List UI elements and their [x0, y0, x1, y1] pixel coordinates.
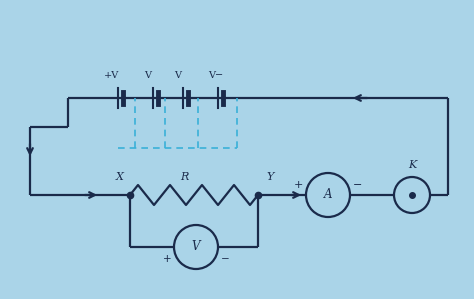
Text: +: + — [163, 254, 171, 264]
Text: A: A — [324, 188, 332, 202]
Text: +V: +V — [104, 71, 119, 80]
Text: V: V — [174, 71, 182, 80]
Text: −: − — [353, 180, 363, 190]
Text: K: K — [408, 160, 416, 170]
Text: X: X — [116, 172, 124, 182]
Text: V−: V− — [209, 71, 224, 80]
Text: −: − — [220, 254, 229, 264]
Text: R: R — [180, 172, 188, 182]
Text: Y: Y — [266, 172, 273, 182]
Text: V: V — [192, 240, 200, 254]
Text: +: + — [293, 180, 303, 190]
Text: V: V — [145, 71, 152, 80]
